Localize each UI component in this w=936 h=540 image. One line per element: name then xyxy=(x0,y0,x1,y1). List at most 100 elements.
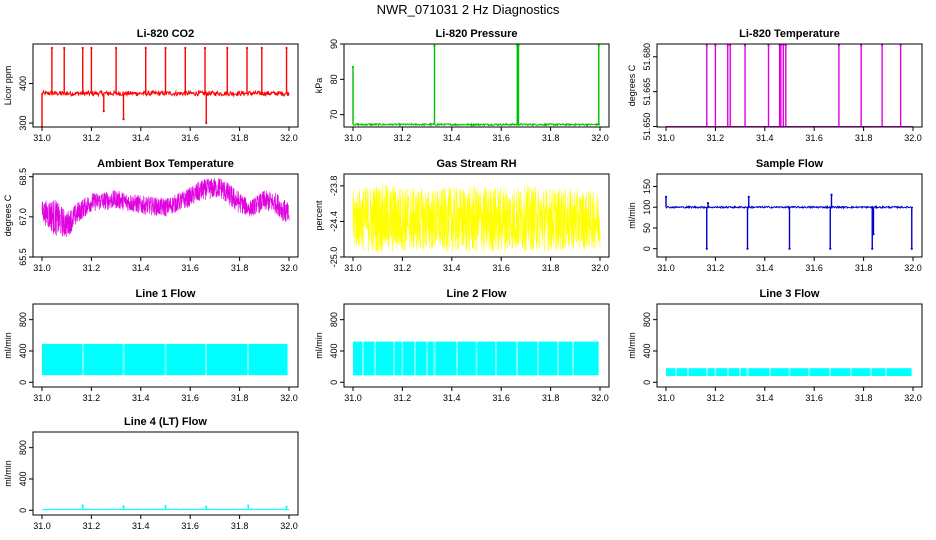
y-tick-label: -23.8 xyxy=(329,176,339,197)
x-tick-label: 31.6 xyxy=(492,263,510,273)
plot-frame xyxy=(32,173,299,258)
chart-panel-3: Li-820 Temperature 31.0 31.2 31.4 31.6 31.8 32… xyxy=(627,28,923,143)
x-tick-label: 31.8 xyxy=(855,133,873,143)
series-spike-point xyxy=(784,44,787,47)
series-spike-point xyxy=(90,46,93,50)
flow-band-segment xyxy=(363,341,375,376)
series-spike-point xyxy=(144,46,147,50)
flow-band-segment xyxy=(770,368,789,376)
y-axis-label: ml/min xyxy=(627,332,637,359)
x-tick-label: 31.8 xyxy=(231,263,249,273)
series-spike-point xyxy=(860,44,863,47)
flow-band-segment xyxy=(403,341,414,376)
series-spike-point xyxy=(247,504,250,507)
x-tick-label: 31.8 xyxy=(542,263,560,273)
x-tick-label: 31.0 xyxy=(33,521,51,531)
x-tick-label: 31.2 xyxy=(83,521,101,531)
y-tick-label: 50 xyxy=(642,223,652,233)
series-spike-point xyxy=(164,504,167,508)
series-spike-point xyxy=(184,46,187,50)
x-tick-label: 31.8 xyxy=(231,393,249,403)
x-tick-label: 31.4 xyxy=(132,263,150,273)
series-spike-point xyxy=(872,233,875,236)
x-tick-label: 31.4 xyxy=(132,393,150,403)
y-tick-label: 0 xyxy=(642,246,652,251)
flow-band-segment xyxy=(790,368,809,376)
series-spike-point xyxy=(597,44,600,47)
x-tick-label: 31.8 xyxy=(231,133,249,143)
data-layer xyxy=(41,178,290,238)
y-axis-label: degrees C xyxy=(3,194,13,236)
x-tick-label: 32.0 xyxy=(280,133,298,143)
y-axis-label: kPa xyxy=(314,78,324,94)
series-spike-point xyxy=(910,247,913,250)
data-layer xyxy=(666,44,913,127)
flow-band-segment xyxy=(497,341,517,376)
y-tick-label: 0 xyxy=(18,508,28,513)
x-tick-label: 31.6 xyxy=(181,263,199,273)
flow-band-segment xyxy=(573,341,599,376)
x-tick-label: 31.0 xyxy=(657,393,675,403)
x-tick-label: 31.2 xyxy=(83,133,101,143)
series-spike-point xyxy=(881,44,884,47)
flow-band-segment xyxy=(249,343,287,376)
series-spike-point xyxy=(517,44,520,47)
x-tick-label: 31.0 xyxy=(344,393,362,403)
y-tick-label: 0 xyxy=(329,380,339,385)
chart-panel-10: Line 4 (LT) Flow 31.0 31.2 31.4 31.6 31.8 32.0… xyxy=(3,416,299,531)
flow-band-segment xyxy=(42,343,82,376)
series-spike-point xyxy=(63,46,66,50)
y-tick-label: 400 xyxy=(18,343,28,358)
flow-band-segment xyxy=(124,343,165,376)
data-layer xyxy=(42,343,289,376)
series-spike-point xyxy=(714,44,717,47)
x-tick-label: 31.4 xyxy=(443,133,461,143)
x-tick-label: 31.6 xyxy=(805,393,823,403)
plot-frame xyxy=(343,43,610,128)
flow-band-segment xyxy=(376,341,393,376)
series-spike-point xyxy=(205,121,208,125)
series-spike-point xyxy=(122,117,125,121)
x-tick-label: 32.0 xyxy=(280,393,298,403)
x-tick-label: 31.2 xyxy=(394,263,412,273)
y-tick-label: 800 xyxy=(642,312,652,327)
y-tick-label: 800 xyxy=(18,312,28,327)
flow-band-segment xyxy=(871,368,886,376)
x-tick-label: 32.0 xyxy=(904,133,922,143)
x-tick-label: 31.2 xyxy=(707,133,725,143)
data-layer xyxy=(666,368,913,377)
chart-title: Line 4 (LT) Flow xyxy=(124,416,207,428)
flow-band-segment xyxy=(539,341,558,376)
x-tick-label: 31.4 xyxy=(443,263,461,273)
series-spike-point xyxy=(782,44,785,47)
series-spike-point xyxy=(705,44,708,47)
series-spike-point xyxy=(285,46,288,50)
x-tick-label: 31.4 xyxy=(756,263,774,273)
chart-title: Li-820 Temperature xyxy=(739,28,840,40)
series-spike-point xyxy=(102,110,105,113)
series-spike-point xyxy=(205,505,208,508)
series-spike-point xyxy=(726,44,729,47)
x-tick-label: 31.2 xyxy=(707,263,725,273)
chart-panel-6: Sample Flow 31.0 31.2 31.4 31.6 31.8 32.0 0 50 10… xyxy=(627,158,923,273)
flow-band-segment xyxy=(666,368,676,376)
x-tick-label: 31.0 xyxy=(657,133,675,143)
x-tick-label: 31.0 xyxy=(33,393,51,403)
series-spike-point xyxy=(115,46,118,50)
y-tick-label: 400 xyxy=(18,471,28,486)
y-tick-label: 51.680 xyxy=(642,43,652,71)
flow-band-segment xyxy=(689,368,706,376)
x-tick-label: 31.8 xyxy=(855,263,873,273)
x-tick-label: 31.0 xyxy=(344,133,362,143)
series-spike-point xyxy=(706,201,710,205)
series-spike-point xyxy=(164,46,167,50)
flow-band-segment xyxy=(83,343,123,376)
y-tick-label: 300 xyxy=(18,116,28,131)
y-tick-label: 67.0 xyxy=(18,208,28,226)
chart-title: Line 1 Flow xyxy=(136,288,196,300)
flow-band-segment xyxy=(676,368,688,376)
plot-frame xyxy=(343,303,610,388)
x-tick-label: 31.2 xyxy=(394,133,412,143)
x-tick-label: 31.8 xyxy=(231,521,249,531)
